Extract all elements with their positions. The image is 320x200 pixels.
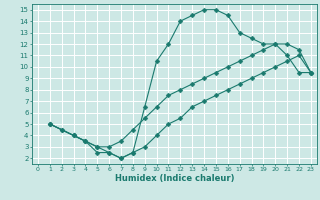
X-axis label: Humidex (Indice chaleur): Humidex (Indice chaleur)	[115, 174, 234, 183]
